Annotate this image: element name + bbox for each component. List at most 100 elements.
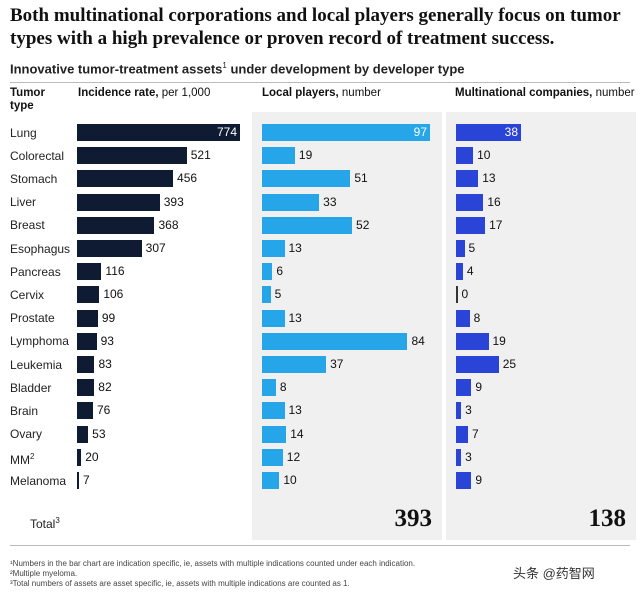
multinational-value-label: 8 bbox=[473, 310, 481, 325]
local-value-label: 8 bbox=[279, 380, 287, 395]
tumor-type-header: Tumor type bbox=[10, 87, 45, 112]
incidence-value-label: 307 bbox=[145, 241, 166, 255]
multinational-value-label: 13 bbox=[482, 171, 496, 186]
multinational-bar bbox=[456, 425, 468, 443]
incidence-value-label: 53 bbox=[92, 426, 106, 441]
incidence-bar bbox=[77, 402, 93, 420]
multinational-value-label: 9 bbox=[475, 473, 483, 487]
incidence-bar bbox=[77, 124, 240, 141]
incidence-bar bbox=[77, 170, 174, 188]
local-bar bbox=[262, 263, 273, 281]
multinational-value-label: 25 bbox=[502, 357, 517, 371]
local-bar bbox=[262, 379, 276, 397]
local-bar bbox=[262, 332, 408, 350]
local-header: Local players, number bbox=[262, 87, 381, 99]
local-value-label: 5 bbox=[274, 287, 282, 302]
multinational-bar bbox=[456, 263, 463, 281]
local-value-label: 14 bbox=[290, 426, 304, 441]
category-label: Ovary bbox=[10, 427, 43, 442]
local-bar bbox=[262, 472, 280, 489]
incidence-value-label: 93 bbox=[100, 333, 114, 348]
chart-subtitle: Innovative tumor-treatment assets1 under… bbox=[10, 61, 465, 77]
local-value-label: 12 bbox=[286, 449, 301, 464]
category-label: Cervix bbox=[10, 287, 45, 302]
category-label: Esophagus bbox=[10, 241, 71, 256]
multinational-bar bbox=[456, 379, 472, 397]
incidence-bar bbox=[77, 240, 142, 257]
multinational-bar bbox=[456, 356, 499, 373]
local-value-label: 51 bbox=[354, 171, 368, 186]
incidence-value-label: 82 bbox=[98, 380, 112, 395]
multinational-bar bbox=[456, 402, 462, 420]
total-label: Total3 bbox=[30, 516, 60, 531]
multinational-value-label: 3 bbox=[465, 449, 472, 464]
local-value-label: 6 bbox=[276, 264, 284, 279]
incidence-value-label: 456 bbox=[177, 171, 198, 186]
incidence-bar bbox=[77, 448, 82, 466]
incidence-bar bbox=[77, 309, 98, 327]
local-value-label: 84 bbox=[411, 333, 425, 348]
local-value-label: 13 bbox=[288, 403, 302, 418]
incidence-bar bbox=[77, 263, 102, 281]
watermark: 头条 @药智网 bbox=[513, 566, 595, 581]
local-bar bbox=[262, 286, 271, 304]
multinational-value-label: 10 bbox=[477, 148, 491, 163]
multinational-value-label: 19 bbox=[492, 333, 506, 348]
local-bar bbox=[262, 124, 430, 141]
category-label: Colorectal bbox=[10, 148, 65, 163]
footnote-1: ¹Numbers in the bar chart are indication… bbox=[10, 559, 416, 568]
local-value-label: 13 bbox=[288, 241, 302, 255]
local-value-label: 19 bbox=[298, 148, 313, 163]
incidence-header: Incidence rate, per 1,000 bbox=[78, 87, 211, 99]
incidence-value-label: 521 bbox=[190, 148, 211, 163]
category-label: Leukemia bbox=[10, 357, 63, 372]
category-label: Lymphoma bbox=[10, 334, 69, 349]
incidence-value-label: 116 bbox=[105, 264, 125, 279]
multinational-bar bbox=[456, 216, 486, 234]
local-value-label: 97 bbox=[413, 125, 427, 139]
incidence-bar bbox=[77, 286, 100, 304]
incidence-value-label: 7 bbox=[83, 473, 90, 487]
local-bar bbox=[262, 448, 283, 466]
local-value-label: 37 bbox=[330, 357, 344, 371]
incidence-value-label: 106 bbox=[103, 287, 124, 302]
local-bar bbox=[262, 216, 353, 234]
multinational-value-label: 38 bbox=[504, 125, 518, 139]
incidence-bar bbox=[77, 356, 95, 373]
multinational-bar bbox=[456, 240, 465, 257]
local-value-label: 33 bbox=[323, 194, 337, 209]
footnote-3: ³Total numbers of assets are asset speci… bbox=[10, 579, 350, 588]
multinational-bar bbox=[456, 309, 470, 327]
incidence-value-label: 774 bbox=[216, 125, 237, 139]
category-label: Liver bbox=[10, 195, 37, 210]
category-label: Pancreas bbox=[10, 264, 61, 279]
local-value-label: 52 bbox=[356, 217, 370, 232]
multinational-value-label: 3 bbox=[465, 403, 472, 418]
multinational-value-label: 7 bbox=[471, 426, 479, 441]
incidence-bar bbox=[77, 472, 79, 489]
local-bar bbox=[262, 309, 285, 327]
multinational-bar bbox=[456, 332, 489, 350]
incidence-bar bbox=[77, 425, 89, 443]
category-label: Lung bbox=[10, 125, 37, 140]
multinational-value-label: 0 bbox=[461, 287, 469, 302]
incidence-bar bbox=[77, 332, 97, 350]
local-bar bbox=[262, 170, 351, 188]
incidence-value-label: 368 bbox=[158, 217, 179, 232]
multinational-bar bbox=[456, 448, 462, 466]
incidence-value-label: 83 bbox=[98, 357, 112, 371]
incidence-value-label: 20 bbox=[85, 449, 99, 464]
local-bar bbox=[262, 240, 285, 257]
multinational-value-label: 5 bbox=[468, 241, 476, 255]
incidence-value-label: 393 bbox=[163, 194, 184, 209]
local-bar bbox=[262, 147, 295, 165]
multinational-bar bbox=[456, 170, 479, 188]
local-bar bbox=[262, 356, 327, 373]
category-label: MM2 bbox=[10, 452, 35, 468]
category-label: Breast bbox=[10, 218, 45, 233]
total-local: 393 bbox=[394, 505, 433, 532]
multinational-value-label: 16 bbox=[487, 194, 501, 209]
multinational-header: Multinational companies, number bbox=[455, 87, 635, 99]
multinational-value-label: 4 bbox=[466, 264, 474, 279]
local-bar bbox=[262, 425, 287, 443]
